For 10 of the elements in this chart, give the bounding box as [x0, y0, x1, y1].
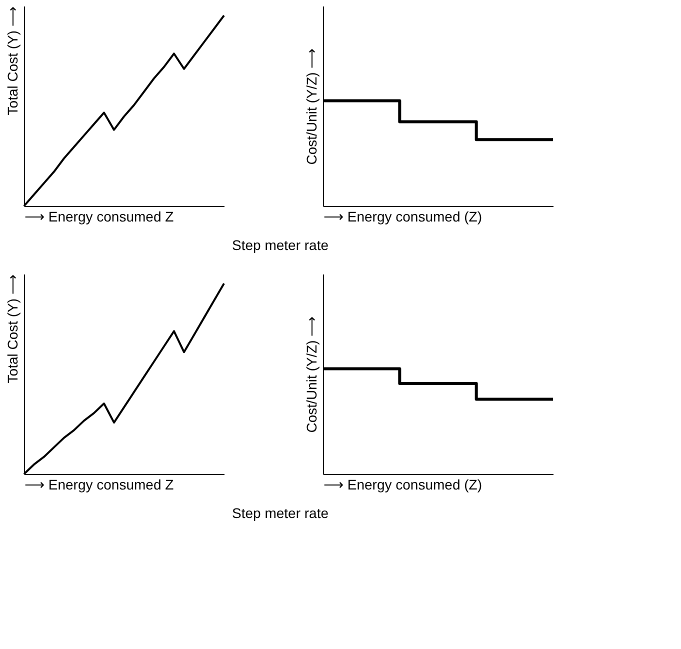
x-axis-title: ⟶ Energy consumed Z: [24, 208, 174, 224]
y-axis-title: Cost/Unit (Y/Z) ⟶: [304, 48, 320, 165]
y-axis-title: Total Cost (Y) ⟶: [4, 6, 20, 116]
x-axis-title: ⟶ Energy consumed Z: [24, 476, 174, 492]
text: Step meter rate: [232, 505, 329, 521]
x-axis-title: ⟶ Energy consumed (Z): [324, 476, 482, 492]
y-axis-title: Cost/Unit (Y/Z) ⟶: [304, 316, 320, 433]
text: Step meter rate: [232, 237, 329, 253]
y-axis-title: Total Cost (Y) ⟶: [4, 274, 20, 384]
x-axis-title: ⟶ Energy consumed (Z): [324, 208, 482, 224]
